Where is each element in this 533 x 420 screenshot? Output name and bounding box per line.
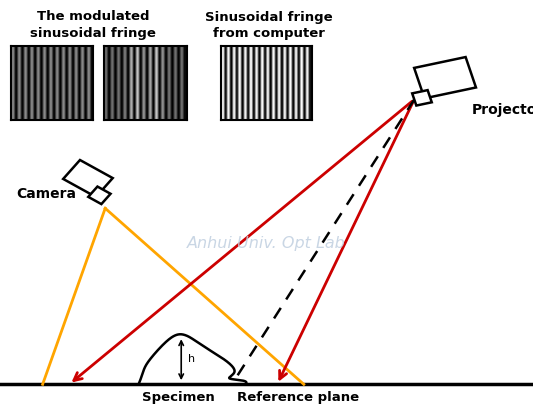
Text: sinusoidal fringe: sinusoidal fringe: [30, 27, 156, 40]
Polygon shape: [412, 90, 432, 105]
Text: Reference plane: Reference plane: [237, 391, 360, 404]
Text: Specimen: Specimen: [142, 391, 215, 404]
Text: Anhui Univ. Opt Lab: Anhui Univ. Opt Lab: [187, 236, 346, 251]
Polygon shape: [414, 57, 476, 98]
Polygon shape: [139, 334, 246, 384]
Text: Camera: Camera: [16, 187, 76, 201]
Text: from computer: from computer: [213, 27, 325, 40]
Text: Projector: Projector: [472, 103, 533, 117]
Text: The modulated: The modulated: [37, 10, 150, 24]
Text: h: h: [188, 354, 195, 364]
Text: Sinusoidal fringe: Sinusoidal fringe: [205, 10, 333, 24]
Polygon shape: [88, 186, 110, 204]
Polygon shape: [63, 160, 112, 197]
